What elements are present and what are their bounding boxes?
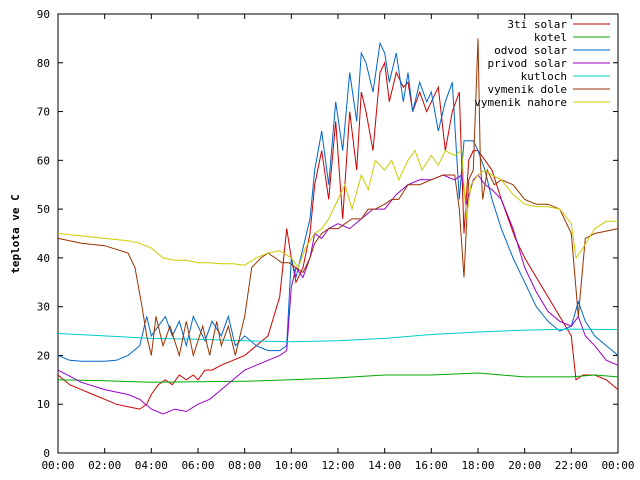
x-tick-label: 06:00 <box>181 459 214 472</box>
x-tick-label: 10:00 <box>275 459 308 472</box>
y-tick-label: 30 <box>37 301 50 314</box>
legend-label: vymenik nahore <box>474 96 567 109</box>
y-tick-label: 0 <box>43 447 50 460</box>
x-tick-label: 18:00 <box>461 459 494 472</box>
legend-label: vymenik dole <box>488 83 567 96</box>
series-line-vymenik-dole <box>57 38 619 358</box>
x-tick-label: 20:00 <box>508 459 541 472</box>
series-line-privod-solar <box>57 174 619 415</box>
y-tick-label: 20 <box>37 349 50 362</box>
series-line-odvod-solar <box>57 41 619 362</box>
y-tick-label: 80 <box>37 57 50 70</box>
series-line-kotel <box>57 372 619 383</box>
x-axis-ticks: 00:00 02:00 04:00 06:00 08:00 10:00 12:00 14:00… <box>41 14 635 472</box>
x-tick-label: 02:00 <box>88 459 121 472</box>
legend-label: kotel <box>534 31 567 44</box>
x-tick-label: 08:00 <box>228 459 261 472</box>
y-axis-ticks: 0 10 20 30 40 50 60 70 80 90 <box>37 8 618 460</box>
x-tick-label: 14:00 <box>368 459 401 472</box>
legend-label: kutloch <box>521 70 567 83</box>
y-tick-label: 50 <box>37 203 50 216</box>
series-lines <box>57 38 619 415</box>
x-tick-label: 00:00 <box>41 459 74 472</box>
legend-label: privod solar <box>488 57 568 70</box>
y-tick-label: 90 <box>37 8 50 21</box>
y-tick-label: 40 <box>37 252 50 265</box>
legend-label: 3ti solar <box>507 18 567 31</box>
series-line-vymenik-nahore <box>57 149 618 269</box>
y-tick-label: 60 <box>37 154 50 167</box>
x-tick-label: 00:00 <box>601 459 634 472</box>
legend-label: odvod solar <box>494 44 567 57</box>
x-tick-label: 12:00 <box>321 459 354 472</box>
x-tick-label: 22:00 <box>555 459 588 472</box>
x-tick-label: 04:00 <box>135 459 168 472</box>
y-tick-label: 10 <box>37 398 50 411</box>
y-tick-label: 70 <box>37 106 50 119</box>
series-line-kutloch <box>57 328 619 343</box>
y-axis-label: teplota ve C <box>9 194 22 273</box>
x-tick-label: 16:00 <box>415 459 448 472</box>
